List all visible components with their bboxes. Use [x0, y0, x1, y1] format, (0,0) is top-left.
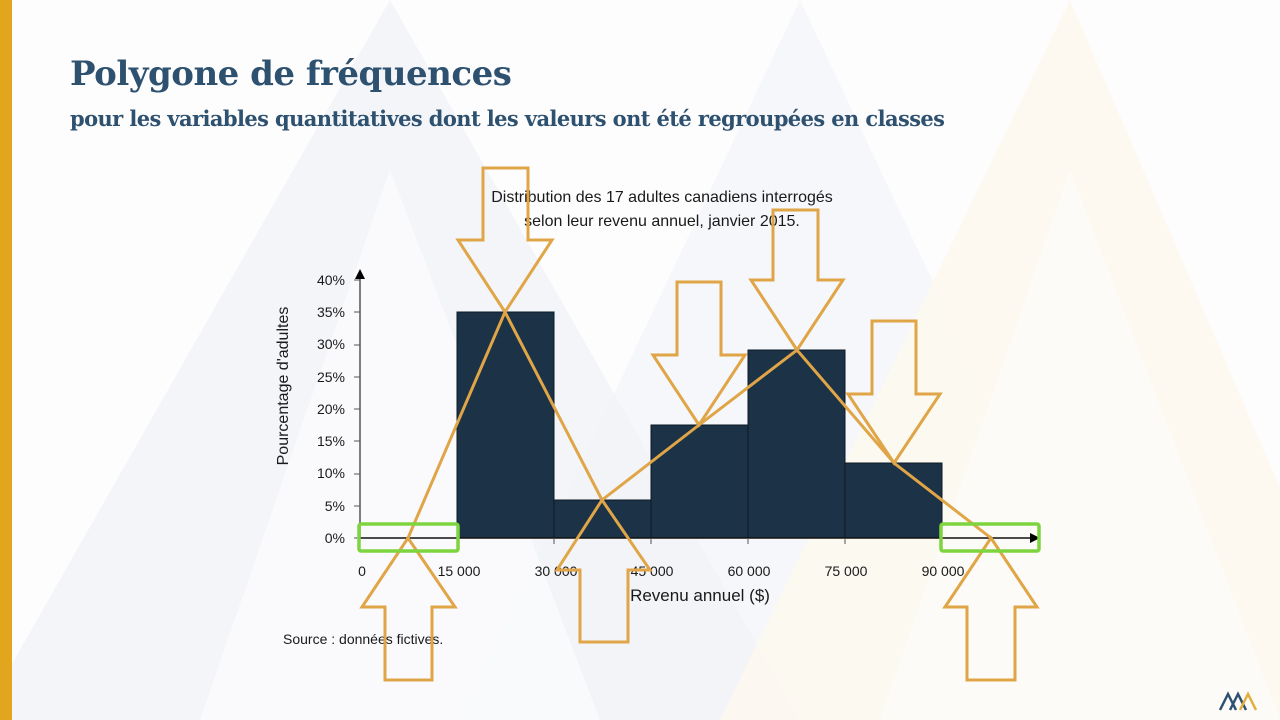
x-axis-arrow-icon — [1030, 533, 1040, 543]
axes — [354, 269, 1040, 544]
y-tick-label: 40% — [316, 272, 345, 288]
y-tick-label: 15% — [316, 433, 345, 449]
chart-title-line1: Distribution des 17 adultes canadiens in… — [491, 189, 833, 206]
x-tick-label: 60 000 — [727, 563, 771, 579]
bar-45000-60000 — [650, 424, 749, 539]
bar-15000-30000 — [456, 311, 555, 539]
x-tick-label: 0 — [358, 563, 366, 579]
mountain-logo-icon — [1218, 691, 1258, 711]
x-axis-label: Revenu annuel ($) — [630, 586, 770, 605]
histogram-bars — [456, 311, 943, 539]
arrow-down-icon — [650, 280, 748, 428]
highlight-box-empty-class-right — [939, 522, 1041, 553]
y-tick-label: 10% — [316, 465, 345, 481]
chart-source-note: Source : données fictives. — [283, 631, 444, 647]
bar-75000-90000 — [844, 462, 943, 539]
arrow-down-icon — [455, 166, 555, 315]
bar-60000-75000 — [747, 349, 846, 539]
y-tick-label: 30% — [316, 336, 345, 352]
y-tick-label: 0% — [324, 530, 345, 546]
y-tick-label: 35% — [316, 304, 345, 320]
x-tick-label: 15 000 — [437, 563, 481, 579]
arrow-up-icon — [359, 535, 458, 682]
arrow-down-icon — [748, 208, 846, 353]
arrow-up-icon — [942, 535, 1040, 682]
y-tick-label: 25% — [316, 369, 345, 385]
slide-title: Polygone de fréquences — [70, 54, 512, 94]
chart-title-line2: selon leur revenu annuel, janvier 2015. — [524, 213, 800, 230]
x-tick-label: 75 000 — [824, 563, 868, 579]
bar-30000-45000 — [553, 499, 652, 539]
accent-sidebar-bar — [0, 0, 12, 720]
arrow-up-icon — [554, 497, 653, 644]
y-axis-arrow-icon — [355, 269, 365, 279]
arrow-down-icon — [845, 319, 943, 466]
slide-subtitle: pour les variables quantitatives dont le… — [70, 106, 945, 131]
y-tick-label: 5% — [324, 498, 345, 514]
y-tick-label: 20% — [316, 401, 345, 417]
x-tick-label: 90 000 — [921, 563, 965, 579]
highlight-box-empty-class-left — [357, 522, 460, 553]
chart-title: Distribution des 17 adultes canadiens in… — [440, 186, 884, 234]
